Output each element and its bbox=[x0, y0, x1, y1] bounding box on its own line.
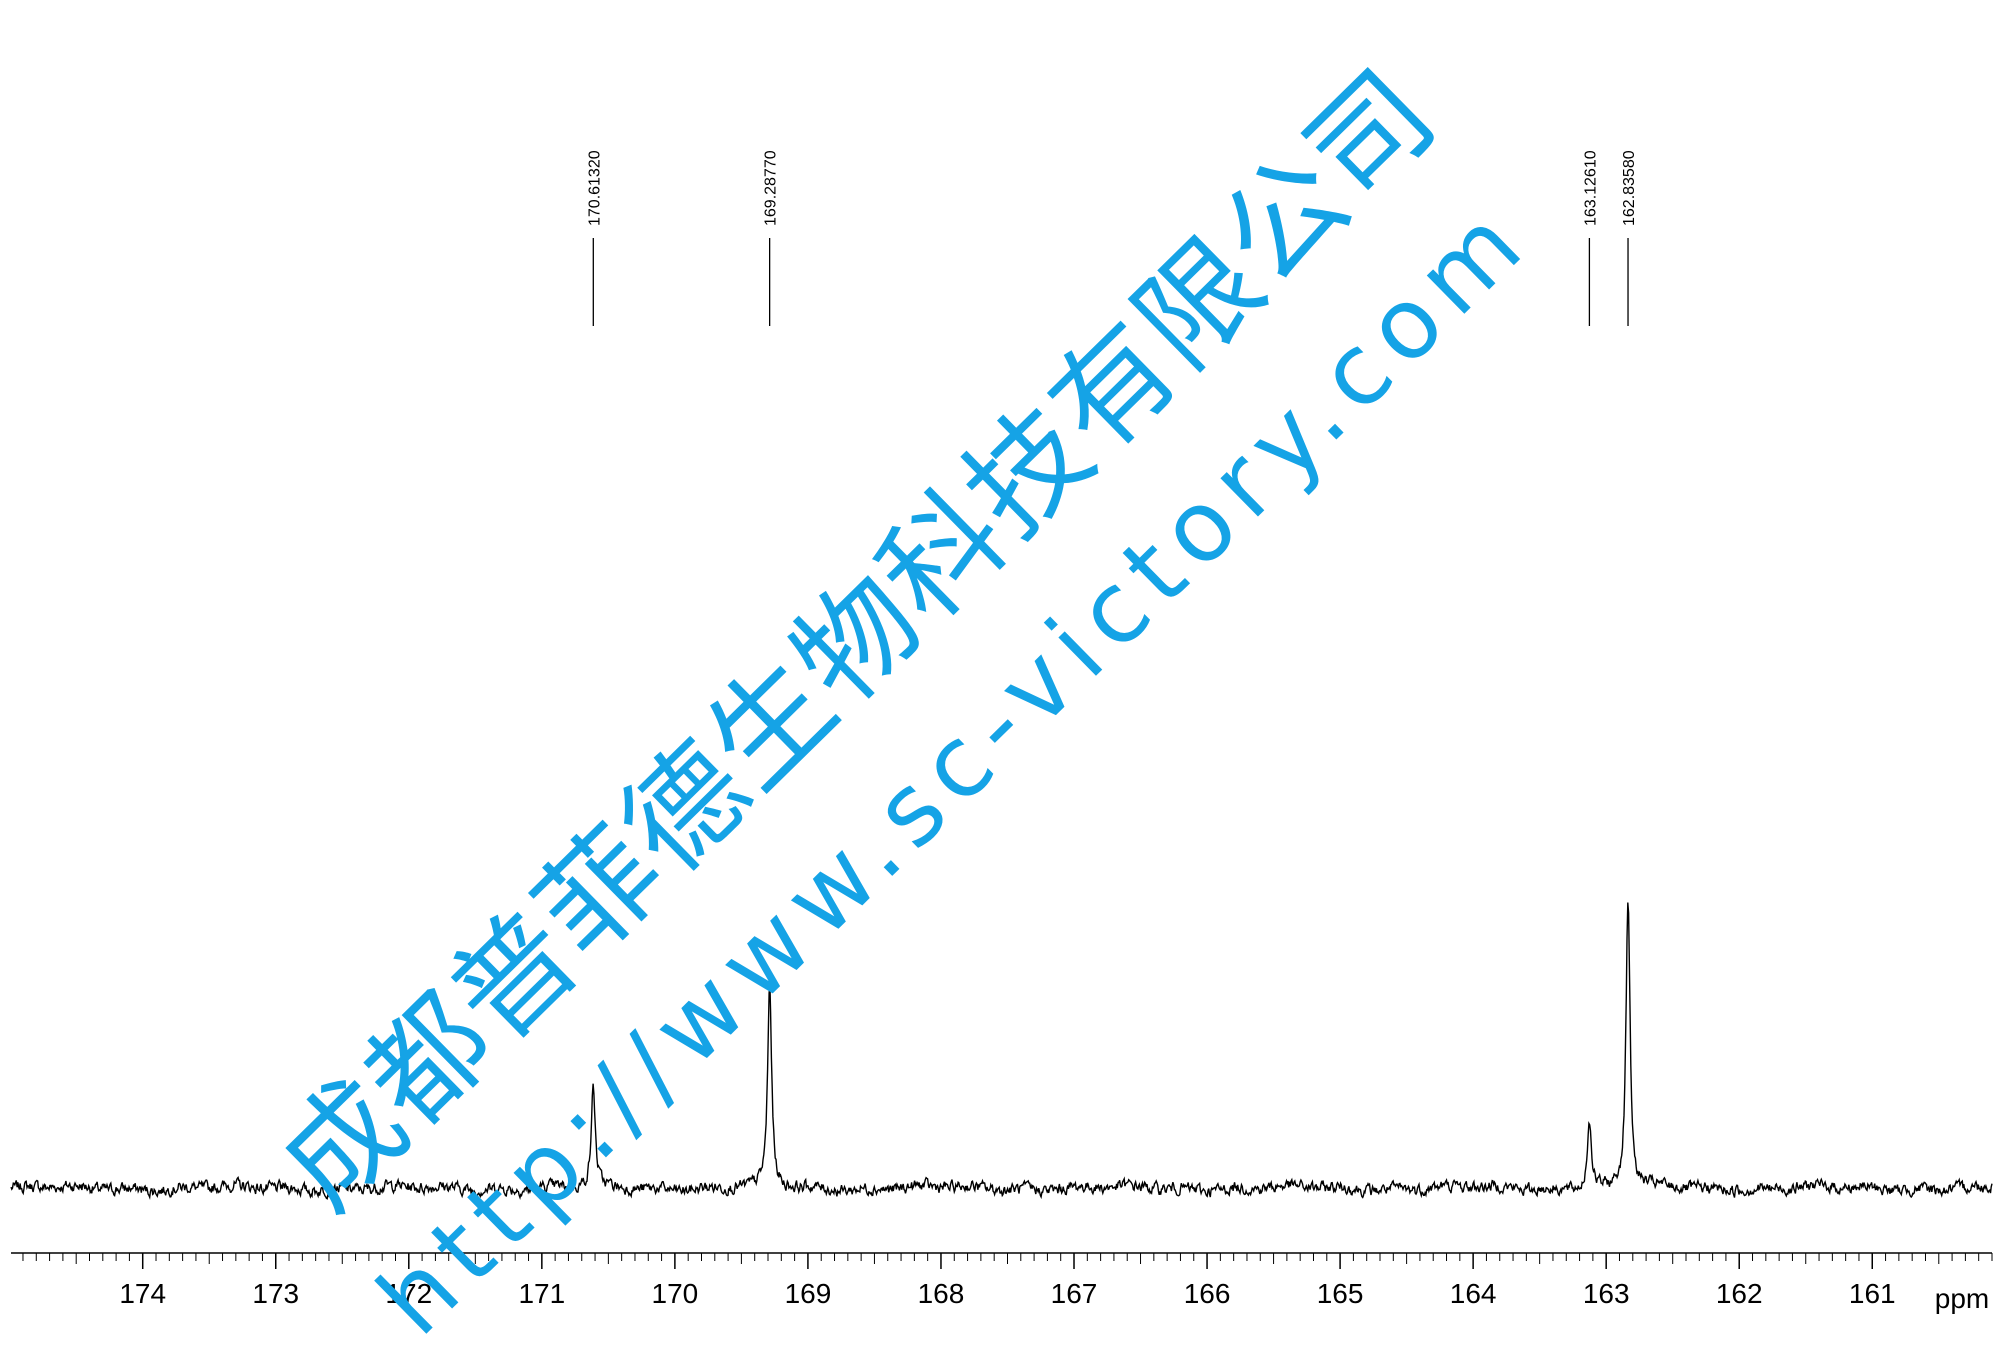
peak-label: 162.83580 bbox=[1621, 150, 1638, 226]
x-tick-label: 173 bbox=[252, 1278, 299, 1309]
watermark-company: 成都普菲德生物科技有限公司 bbox=[253, 43, 1462, 1235]
x-tick-label: 170 bbox=[652, 1278, 699, 1309]
x-tick-label: 169 bbox=[785, 1278, 832, 1309]
peak-label: 163.12610 bbox=[1582, 150, 1599, 226]
spectrum-trace bbox=[10, 902, 1993, 1201]
peak-label: 169.28770 bbox=[763, 150, 780, 226]
x-tick-label: 165 bbox=[1317, 1278, 1364, 1309]
x-tick-label: 166 bbox=[1184, 1278, 1231, 1309]
peak-label: 170.61320 bbox=[586, 150, 603, 226]
x-tick-label: 163 bbox=[1583, 1278, 1630, 1309]
x-tick-label: 161 bbox=[1849, 1278, 1896, 1309]
x-axis-unit: ppm bbox=[1935, 1283, 1989, 1314]
x-axis: 174 173 172 171 170 169 168 167 166 165 164 163 162 1… bbox=[11, 1252, 1993, 1314]
x-tick-label: 174 bbox=[119, 1278, 166, 1309]
watermark: 成都普菲德生物科技有限公司 http://www.sc-victory.com bbox=[253, 43, 1552, 1351]
peak-labels: 170.61320 169.28770 163.12610 162.83580 bbox=[586, 150, 1638, 326]
x-tick-label: 172 bbox=[385, 1278, 432, 1309]
watermark-url: http://www.sc-victory.com bbox=[357, 180, 1552, 1351]
x-tick-label: 168 bbox=[918, 1278, 965, 1309]
x-tick-label: 171 bbox=[518, 1278, 565, 1309]
x-tick-label: 164 bbox=[1450, 1278, 1497, 1309]
x-tick-label: 162 bbox=[1716, 1278, 1763, 1309]
x-tick-label: 167 bbox=[1051, 1278, 1098, 1309]
